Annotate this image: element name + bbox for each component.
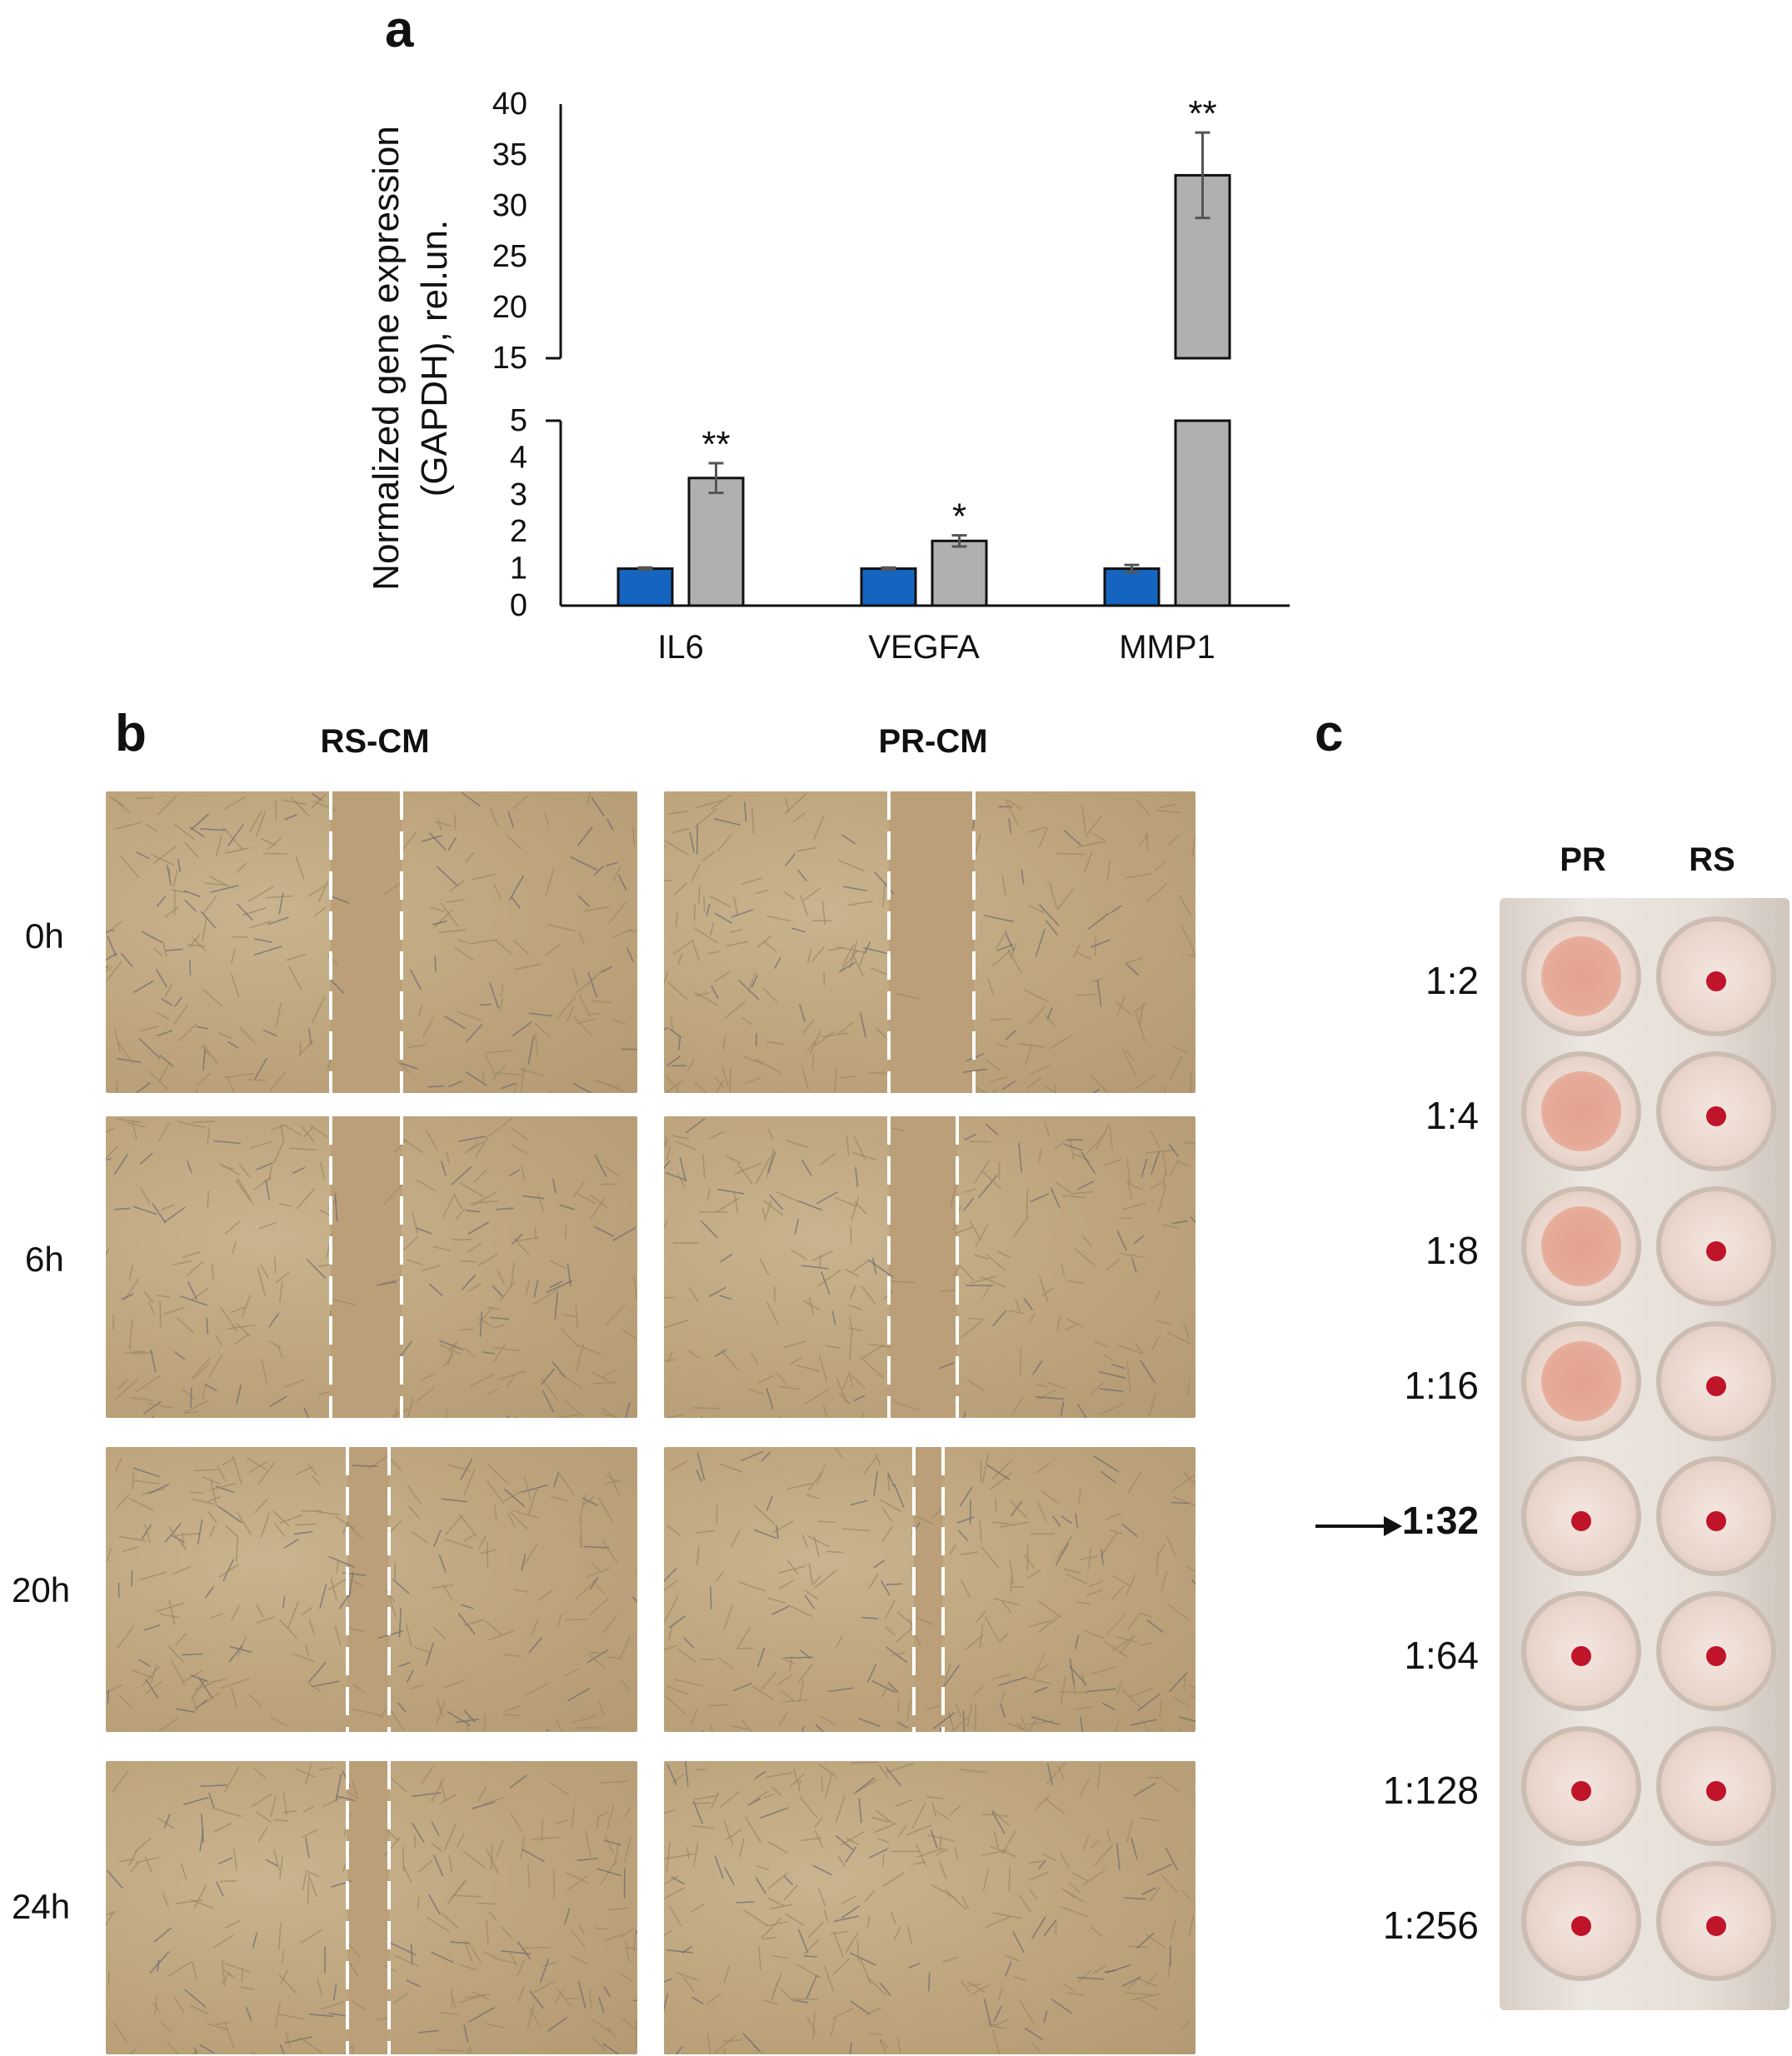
- y-tick-label: 5: [510, 403, 527, 438]
- bar: [1103, 567, 1161, 607]
- bar: [931, 539, 988, 607]
- well: [1656, 1726, 1776, 1846]
- y-tick-label: 2: [510, 514, 527, 549]
- well-spread-cells: [1541, 1206, 1621, 1286]
- well: [1656, 916, 1776, 1036]
- cell-texture: [106, 1447, 637, 1732]
- time-label-24h: 24h: [12, 1887, 71, 1926]
- time-label-0h: 0h: [25, 916, 64, 956]
- microscopy-image: [106, 791, 637, 1093]
- well-red-dot: [1706, 1376, 1726, 1396]
- microscopy-image: [664, 1447, 1195, 1732]
- microscopy-image: [106, 1447, 637, 1732]
- bar: [616, 567, 674, 607]
- microscopy-image: [664, 1761, 1195, 2054]
- dilution-label: 1:16: [1404, 1364, 1479, 1407]
- dilution-label: 1:64: [1404, 1634, 1479, 1677]
- column-title-rs: RS: [1689, 841, 1735, 878]
- x-tick-label: VEGFA: [868, 629, 980, 666]
- column-title-pr: PR: [1560, 841, 1606, 878]
- microscopy-image: [106, 1116, 637, 1418]
- dilution-label: 1:128: [1382, 1769, 1479, 1812]
- well-red-dot: [1571, 1646, 1591, 1666]
- well-red-dot: [1706, 1511, 1726, 1531]
- bar: [860, 567, 917, 607]
- dilution-label: 1:256: [1382, 1904, 1479, 1947]
- y-tick-label: 40: [492, 87, 527, 122]
- well-red-dot: [1706, 1241, 1726, 1261]
- dilution-label: 1:2: [1425, 959, 1479, 1002]
- y-tick-label: 0: [510, 588, 527, 623]
- panel-letter-a: a: [385, 1, 414, 58]
- y-tick-label: 4: [510, 440, 527, 475]
- y-tick-label: 15: [492, 341, 527, 376]
- well-red-dot: [1706, 971, 1726, 991]
- cell-texture: [664, 1447, 1195, 1732]
- panel-letter-b: b: [115, 705, 147, 762]
- arrow-right-icon: [1315, 1516, 1402, 1536]
- y-tick-label: 30: [492, 188, 527, 223]
- microscopy-image: [664, 791, 1195, 1093]
- cell-texture: [664, 1761, 1195, 2054]
- y-tick-label: 35: [492, 137, 527, 172]
- y-tick-label: 20: [492, 290, 527, 325]
- well-red-dot: [1706, 1781, 1726, 1801]
- y-tick-label: 1: [510, 551, 527, 586]
- y-axis-label: (GAPDH), rel.un.: [414, 220, 455, 497]
- panel-letter-c: c: [1315, 705, 1344, 762]
- cell-texture: [664, 1116, 1195, 1418]
- significance-marker: **: [1188, 93, 1216, 134]
- well-red-dot: [1706, 1106, 1726, 1126]
- well: [1656, 1051, 1776, 1171]
- microscopy-image: [664, 1116, 1195, 1418]
- well-spread-cells: [1541, 936, 1621, 1016]
- y-tick-label: 3: [510, 477, 527, 512]
- x-tick-label: MMP1: [1119, 629, 1215, 666]
- dilution-label: 1:8: [1425, 1229, 1479, 1272]
- well-red-dot: [1706, 1916, 1726, 1936]
- well-red-dot: [1571, 1916, 1591, 1936]
- cell-texture: [106, 1116, 637, 1418]
- bar-lower-segment: [1174, 419, 1231, 607]
- well-red-dot: [1571, 1511, 1591, 1531]
- x-tick-label: IL6: [657, 629, 704, 666]
- cell-texture: [106, 791, 637, 1093]
- time-label-6h: 6h: [25, 1240, 64, 1279]
- bar: [687, 477, 745, 607]
- column-title-rs-cm: RS-CM: [320, 723, 430, 760]
- well-spread-cells: [1541, 1071, 1621, 1151]
- significance-marker: **: [701, 424, 730, 465]
- well-red-dot: [1706, 1646, 1726, 1666]
- dilution-label-highlighted: 1:32: [1401, 1499, 1479, 1542]
- microscopy-image: [106, 1761, 637, 2054]
- y-axis-label: Normalized gene expression: [366, 126, 407, 591]
- well-spread-cells: [1541, 1341, 1621, 1421]
- significance-marker: *: [952, 497, 966, 537]
- y-tick-label: 25: [492, 239, 527, 274]
- dilution-label: 1:4: [1425, 1094, 1479, 1137]
- column-title-pr-cm: PR-CM: [878, 723, 988, 760]
- time-label-20h: 20h: [12, 1570, 71, 1609]
- well-red-dot: [1571, 1781, 1591, 1801]
- cell-texture: [106, 1761, 637, 2054]
- cell-texture: [664, 791, 1195, 1093]
